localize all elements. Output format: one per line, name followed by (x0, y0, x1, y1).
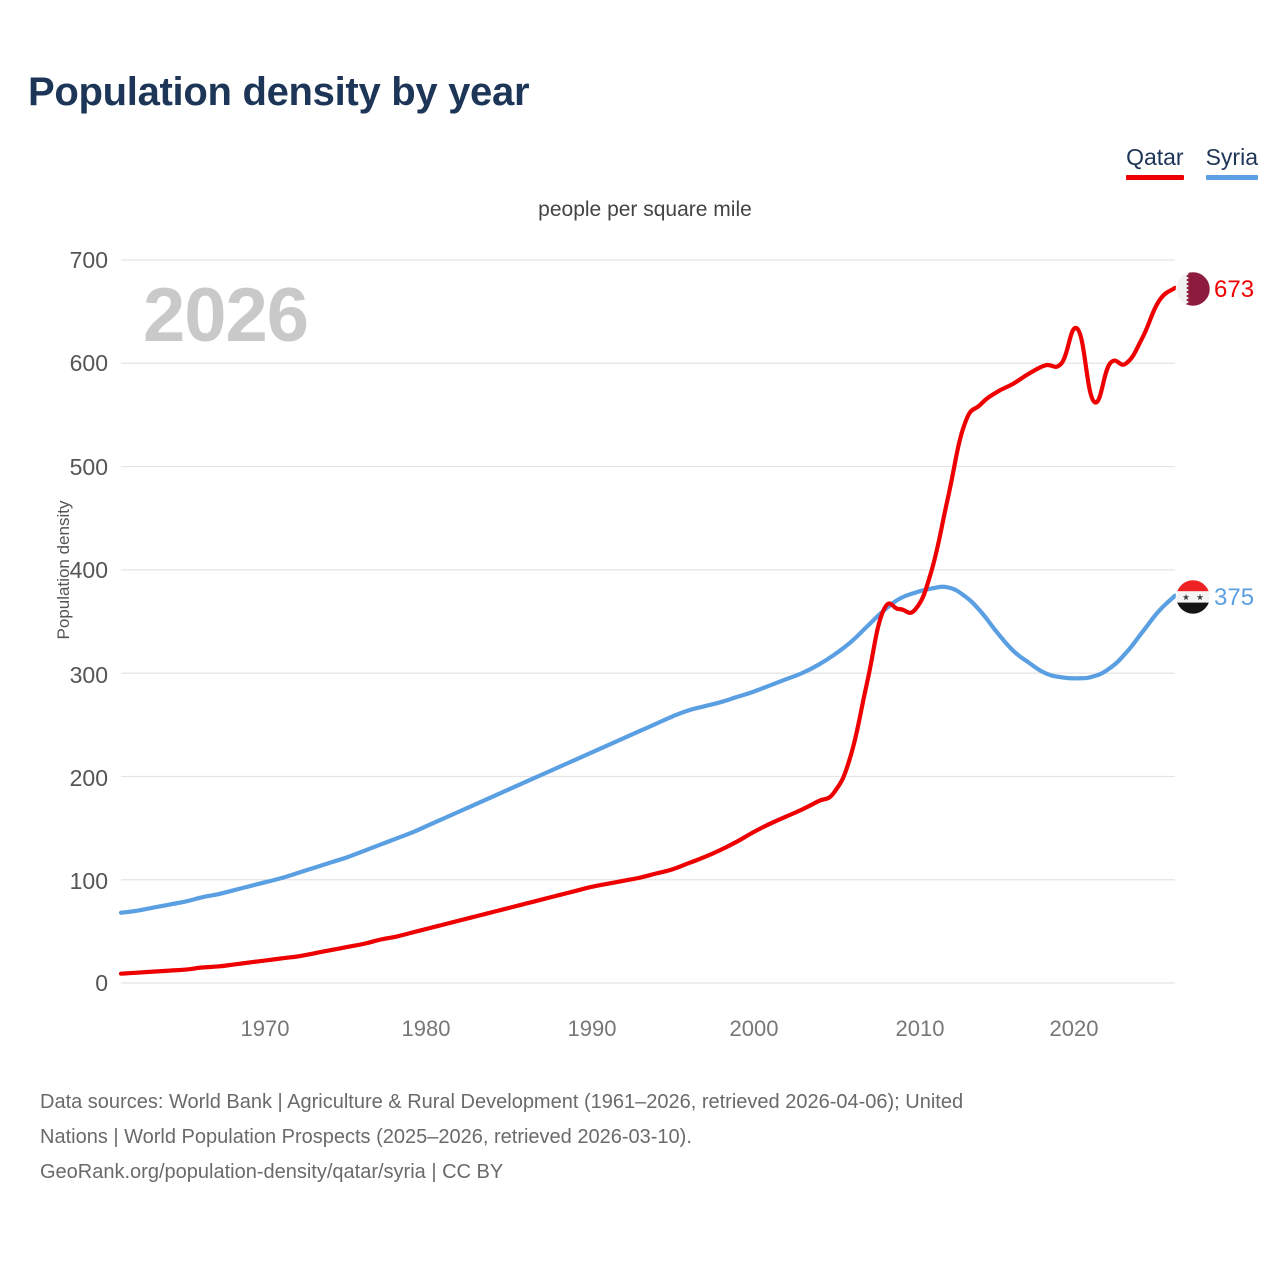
year-watermark: 2026 (143, 273, 309, 358)
y-tick-300: 300 (69, 662, 108, 688)
chart-footer: Data sources: World Bank | Agriculture &… (40, 1085, 1260, 1190)
y-tick-100: 100 (69, 868, 108, 894)
footer-line-1: Data sources: World Bank | Agriculture &… (40, 1091, 964, 1113)
syria-flag-ring (1175, 579, 1211, 615)
x-tick-2000: 2000 (729, 1016, 779, 1041)
qatar-flag-ring (1175, 271, 1211, 307)
y-tick-400: 400 (69, 557, 108, 583)
y-tick-700: 700 (69, 247, 108, 273)
x-tick-1970: 1970 (240, 1016, 290, 1041)
y-tick-200: 200 (69, 765, 108, 791)
page-title: Population density by year (28, 70, 530, 114)
end-label-qatar: 673 (1214, 276, 1255, 303)
x-tick-2010: 2010 (895, 1016, 945, 1041)
y-tick-0: 0 (95, 970, 108, 996)
chart-legend: Qatar Syria (1126, 146, 1258, 180)
footer-line-3: GeoRank.org/population-density/qatar/syr… (40, 1161, 504, 1183)
legend-swatch-qatar (1126, 175, 1184, 180)
x-tick-2020: 2020 (1049, 1016, 1099, 1041)
chart-gridlines (121, 259, 1175, 984)
legend-swatch-syria (1205, 175, 1258, 180)
legend-label-syria: Syria (1205, 144, 1258, 170)
x-tick-1990: 1990 (567, 1016, 617, 1041)
end-label-syria: 375 (1214, 584, 1255, 611)
legend-item-qatar[interactable]: Qatar (1126, 146, 1184, 180)
qatar-flag-marker (1176, 272, 1210, 306)
x-tick-1980: 1980 (401, 1016, 451, 1041)
y-tick-600: 600 (69, 350, 108, 376)
y-tick-500: 500 (69, 454, 108, 480)
legend-item-syria[interactable]: Syria (1205, 144, 1258, 180)
footer-line-2: Nations | World Population Prospects (20… (40, 1126, 692, 1148)
series-line-qatar (118, 285, 1178, 976)
legend-label-qatar: Qatar (1126, 144, 1184, 170)
series-line-syria (118, 584, 1178, 915)
chart-subtitle: people per square mile (538, 198, 752, 221)
syria-flag-marker (1176, 580, 1210, 614)
